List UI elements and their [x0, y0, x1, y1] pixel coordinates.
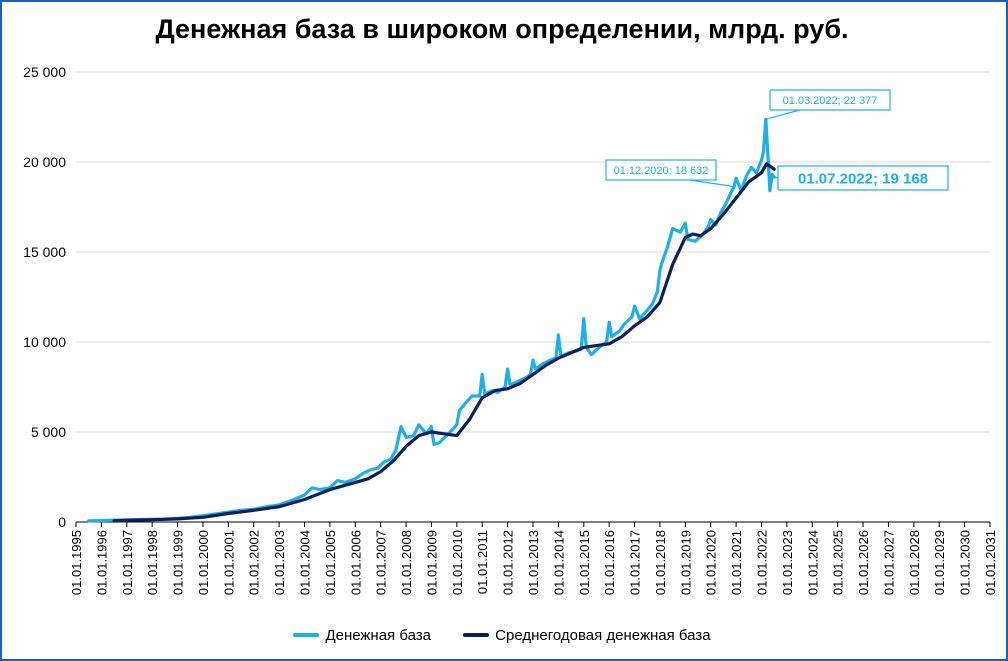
x-tick-label: 01.01.2022 [755, 530, 770, 595]
x-tick-label: 01.01.2011 [475, 530, 490, 594]
annotation-leader [765, 109, 801, 120]
x-tick-label: 01.01.2031 [983, 530, 998, 595]
x-tick-label: 01.01.2013 [526, 530, 541, 595]
x-tick-label: 01.01.1996 [94, 530, 109, 595]
x-tick-label: 01.01.2021 [729, 530, 744, 595]
annotation-label: 01.07.2022; 19 168 [798, 170, 928, 187]
x-tick-label: 01.01.2012 [501, 530, 516, 595]
y-tick-label: 25 000 [23, 64, 66, 80]
legend-label-money-base: Денежная база [325, 626, 431, 644]
legend-swatch-money-base [293, 633, 320, 637]
annotation-label: 01.12.2020; 18 632 [614, 165, 709, 177]
x-tick-label: 01.01.2023 [780, 530, 795, 595]
x-tick-label: 01.01.2028 [907, 530, 922, 595]
x-tick-label: 01.01.2007 [374, 530, 389, 595]
x-tick-label: 01.01.2000 [196, 530, 211, 595]
x-tick-label: 01.01.2029 [932, 530, 947, 595]
y-tick-label: 5 000 [31, 424, 66, 440]
x-tick-label: 01.01.2024 [805, 530, 820, 595]
legend-label-annual-average: Среднегодовая денежная база [495, 626, 711, 644]
x-tick-label: 01.01.2005 [323, 530, 338, 595]
annotation-leader [774, 176, 779, 179]
y-tick-label: 20 000 [23, 154, 66, 170]
x-tick-label: 01.01.2030 [958, 530, 973, 595]
x-tick-label: 01.01.2025 [831, 530, 846, 595]
line-chart: 0 5 000 10 000 15 000 20 000 25 000 01.01.1995… [23, 64, 998, 595]
x-tick-label: 01.01.1997 [120, 530, 135, 595]
annotation-label: 01.03.2022; 22 377 [783, 95, 878, 107]
x-tick-label: 01.01.2017 [628, 530, 643, 595]
x-tick-label: 01.01.1995 [69, 530, 84, 595]
x-tick-label: 01.01.2026 [856, 530, 871, 595]
x-tick-label: 01.01.2016 [602, 530, 617, 595]
x-tick-label: 01.01.2001 [221, 530, 236, 595]
series-line-annual-average [112, 162, 776, 523]
chart-legend: Денежная база Среднегодовая денежная баз… [0, 624, 1004, 644]
x-tick-label: 01.01.2019 [678, 530, 693, 595]
y-tick-label: 10 000 [23, 334, 66, 350]
x-tick-label: 01.01.2004 [298, 530, 313, 595]
x-tick-label: 01.01.2027 [881, 530, 896, 595]
legend-item-money-base: Денежная база [293, 627, 431, 644]
annotation-box [769, 89, 891, 111]
legend-swatch-annual-average [463, 633, 490, 637]
x-tick-label: 01.01.2008 [399, 530, 414, 595]
chart-title: Денежная база в широком определении, млр… [155, 14, 849, 44]
x-tick-label: 01.01.2002 [247, 530, 262, 595]
x-tick-label: 01.01.2009 [424, 530, 439, 595]
x-tick-label: 01.01.2015 [577, 530, 592, 595]
x-tick-label: 01.01.2006 [348, 530, 363, 595]
legend-item-annual-average: Среднегодовая денежная база [463, 626, 711, 644]
annotation-box [605, 159, 717, 181]
x-tick-label: 01.01.2010 [450, 530, 465, 595]
x-tick-label: 01.01.1998 [145, 530, 160, 595]
y-tick-label: 15 000 [23, 244, 66, 260]
annotation-leader [689, 179, 735, 188]
x-tick-label: 01.01.2018 [653, 530, 668, 595]
x-tick-label: 01.01.1999 [171, 530, 186, 595]
x-tick-label: 01.01.2014 [551, 530, 566, 595]
annotation-box [777, 165, 949, 191]
y-tick-label: 0 [58, 514, 66, 530]
x-tick-label: 01.01.2003 [272, 530, 287, 595]
x-tick-label: 01.01.2020 [704, 530, 719, 595]
